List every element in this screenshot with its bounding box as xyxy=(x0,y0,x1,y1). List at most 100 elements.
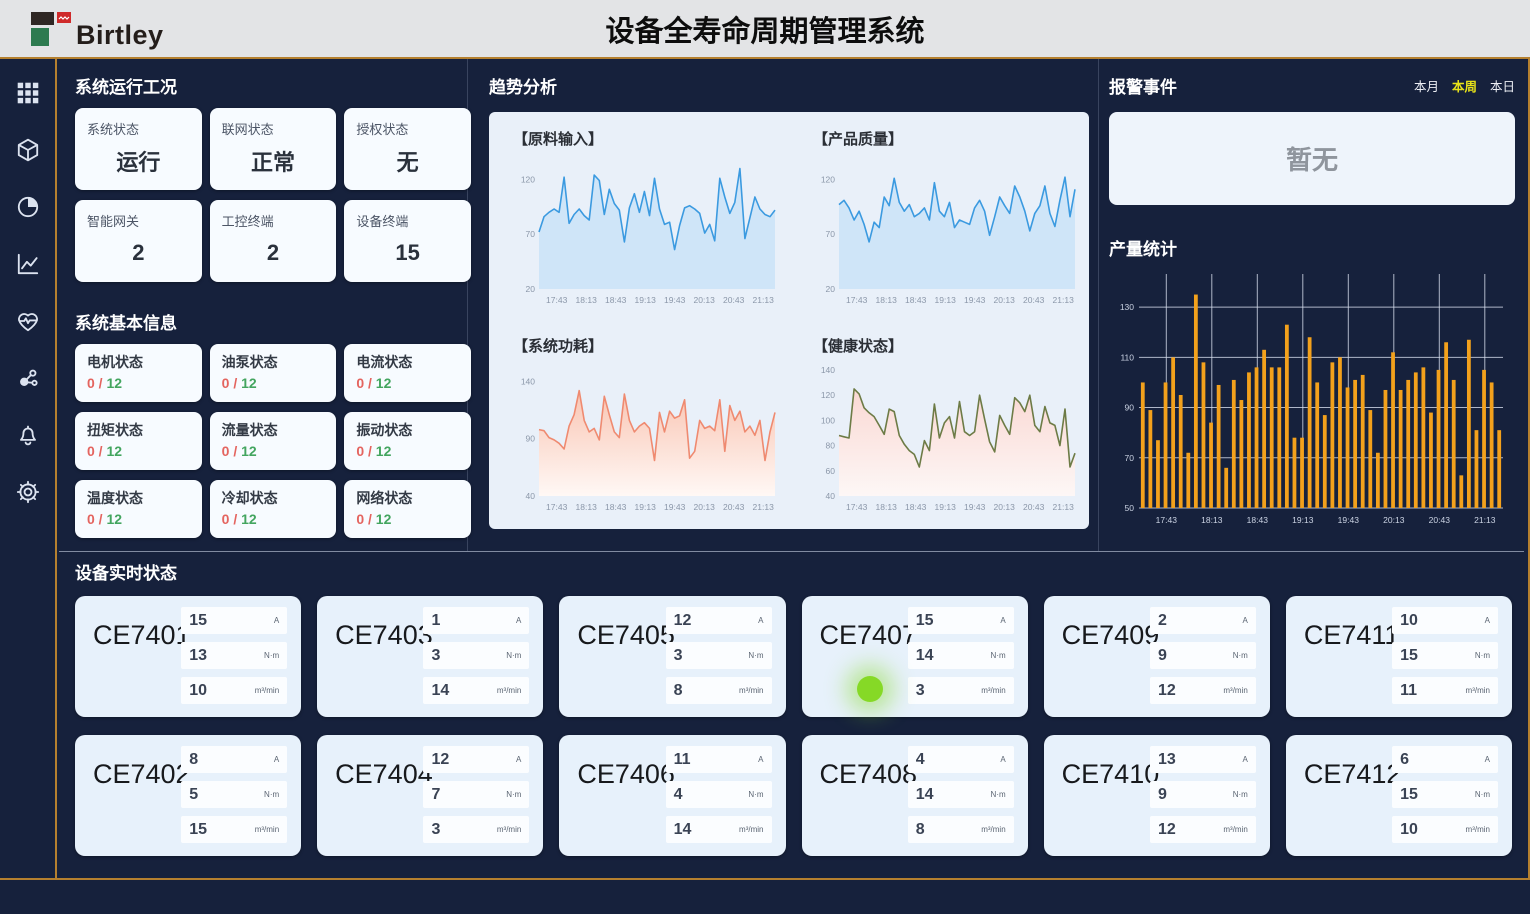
device-value-row: 8 m³/min xyxy=(907,816,1014,843)
device-name: CE7406 xyxy=(577,759,675,789)
svg-text:19:43: 19:43 xyxy=(1338,515,1360,525)
brand-logo-icon xyxy=(31,11,71,46)
device-value-row: 3 m³/min xyxy=(907,677,1014,704)
trend-chart: 【健康状态】 140 120 100 80 60 40 17:43 18:13 18:43 19:1… xyxy=(789,321,1089,528)
device-unit: m³/min xyxy=(981,686,1006,695)
info-card: 电流状态 0 / 12 xyxy=(344,344,471,402)
svg-text:17:43: 17:43 xyxy=(1156,515,1178,525)
device-value: 10 xyxy=(189,681,208,699)
device-unit: A xyxy=(1000,616,1006,625)
info-card-label: 电机状态 xyxy=(87,354,143,370)
trend-line-icon[interactable] xyxy=(12,248,44,280)
svg-text:140: 140 xyxy=(521,376,535,386)
alarm-period-tabs: 本月 本周 本日 xyxy=(1414,76,1515,95)
device-value-row: 3 m³/min xyxy=(423,816,530,843)
device-value-row: 13 N·m xyxy=(181,642,288,669)
output-stats-title: 产量统计 xyxy=(1109,240,1177,259)
device-card[interactable]: CE7403 1 A 3 N·m 14 m³/min xyxy=(317,596,544,717)
device-unit: m³/min xyxy=(496,686,522,695)
device-value-row: 15 m³/min xyxy=(181,816,288,843)
device-card[interactable]: CE7405 12 A 3 N·m 8 m³/min xyxy=(559,596,786,717)
info-card-label: 温度状态 xyxy=(87,490,143,506)
device-value: 3 xyxy=(431,646,441,664)
device-value-row: 12 A xyxy=(665,607,772,634)
device-card[interactable]: CE7408 4 A 14 N·m 8 m³/min xyxy=(801,735,1028,856)
svg-text:19:13: 19:13 xyxy=(935,502,957,512)
device-card[interactable]: CE7410 13 A 9 N·m 12 m³/min xyxy=(1043,735,1270,856)
info-card-label: 扭矩状态 xyxy=(87,422,143,438)
device-name: CE7412 xyxy=(1303,759,1402,789)
header: Birtley 设备全寿命周期管理系统 xyxy=(0,0,1530,59)
device-card[interactable]: CE7411 10 A 15 N·m 11 m³/min xyxy=(1285,596,1512,717)
status-card: 联网状态 正常 xyxy=(209,108,337,190)
device-card[interactable]: CE7409 2 A 9 N·m 12 m³/min xyxy=(1043,596,1270,717)
svg-text:20:13: 20:13 xyxy=(994,295,1016,305)
device-value-row: 4 N·m xyxy=(665,781,772,808)
device-values: 11 A 4 N·m 14 m³/min xyxy=(665,735,786,856)
health-icon[interactable] xyxy=(12,305,44,337)
trend-chart-title: 【系统功耗】 xyxy=(513,337,604,355)
alarm-events-title: 报警事件 xyxy=(1109,78,1177,97)
molecule-icon[interactable] xyxy=(12,362,44,394)
svg-text:18:43: 18:43 xyxy=(605,502,627,512)
device-card[interactable]: CE7406 11 A 4 N·m 14 m³/min xyxy=(559,735,786,856)
device-value: 4 xyxy=(915,750,925,768)
svg-text:18:43: 18:43 xyxy=(905,295,927,305)
device-unit: N·m xyxy=(1232,790,1248,799)
device-value: 10 xyxy=(1400,611,1418,629)
settings-gear-icon[interactable] xyxy=(12,476,44,508)
alarm-count: 0 / xyxy=(221,443,242,459)
svg-text:18:43: 18:43 xyxy=(905,502,927,512)
device-unit: m³/min xyxy=(1465,825,1490,834)
notifications-bell-icon[interactable] xyxy=(12,419,44,451)
device-value-row: 15 N·m xyxy=(1392,781,1498,808)
cube-icon[interactable] xyxy=(12,134,44,166)
alarm-tab[interactable]: 本周 xyxy=(1451,80,1477,94)
device-unit: N·m xyxy=(1474,790,1490,799)
svg-text:40: 40 xyxy=(826,491,836,501)
svg-text:17:43: 17:43 xyxy=(846,502,868,512)
device-value-row: 15 N·m xyxy=(1392,642,1498,669)
status-card-label: 智能网关 xyxy=(87,214,140,229)
device-values: 8 A 5 N·m 15 m³/min xyxy=(181,735,301,856)
info-card: 电机状态 0 / 12 xyxy=(75,344,202,402)
device-card[interactable]: CE7404 12 A 7 N·m 3 m³/min xyxy=(317,735,544,856)
device-card[interactable]: CE7407 15 A 14 N·m 3 m³/min xyxy=(801,596,1028,717)
trend-chart: 【产品质量】 120 70 20 17:43 18:13 18:43 19:13 19:43 20… xyxy=(789,114,1089,321)
device-value: 10 xyxy=(1400,820,1418,838)
trend-chart: 【系统功耗】 140 90 40 17:43 18:13 18:43 19:13 19:43 20… xyxy=(489,321,789,528)
basic-info-title: 系统基本信息 xyxy=(75,314,177,333)
svg-text:70: 70 xyxy=(526,229,536,239)
alarm-count: 0 / xyxy=(356,443,376,459)
device-value: 14 xyxy=(431,681,450,699)
device-value-row: 11 A xyxy=(665,746,772,773)
device-unit: A xyxy=(273,755,280,764)
alarm-tab[interactable]: 本日 xyxy=(1489,80,1515,94)
device-unit: m³/min xyxy=(1465,686,1490,695)
svg-text:19:13: 19:13 xyxy=(635,295,657,305)
alarm-tab[interactable]: 本月 xyxy=(1413,80,1439,94)
svg-text:80: 80 xyxy=(826,440,836,450)
status-card-label: 设备终端 xyxy=(356,214,409,229)
total-count: 12 xyxy=(375,375,392,391)
total-count: 12 xyxy=(241,375,257,391)
svg-text:90: 90 xyxy=(526,433,536,443)
svg-text:18:43: 18:43 xyxy=(605,295,627,305)
apps-grid-icon[interactable] xyxy=(12,77,44,109)
line-chart-svg: 140 90 40 17:43 18:13 18:43 19:13 19:43 20:13 20:… xyxy=(521,376,776,512)
device-value-row: 14 N·m xyxy=(907,642,1014,669)
device-name: CE7405 xyxy=(577,620,675,650)
device-value: 3 xyxy=(915,681,925,699)
bar-chart-svg: 17:43 18:13 18:43 19:13 19:43 20:13 20:43 21:13… xyxy=(1120,274,1503,525)
pie-chart-icon[interactable] xyxy=(12,191,44,223)
page-title: 设备全寿命周期管理系统 xyxy=(605,15,925,48)
device-card[interactable]: CE7402 8 A 5 N·m 15 m³/min xyxy=(75,735,302,856)
info-card: 振动状态 0 / 12 xyxy=(344,412,471,470)
device-name: CE7404 xyxy=(335,759,433,789)
device-card[interactable]: CE7401 15 A 13 N·m 10 m³/min xyxy=(75,596,302,717)
device-unit: N·m xyxy=(748,790,764,799)
svg-text:20:43: 20:43 xyxy=(723,502,745,512)
trend-chart-title: 【原料输入】 xyxy=(513,131,604,148)
device-card[interactable]: CE7412 6 A 15 N·m 10 m³/min xyxy=(1285,735,1512,856)
device-unit: N·m xyxy=(748,651,764,660)
